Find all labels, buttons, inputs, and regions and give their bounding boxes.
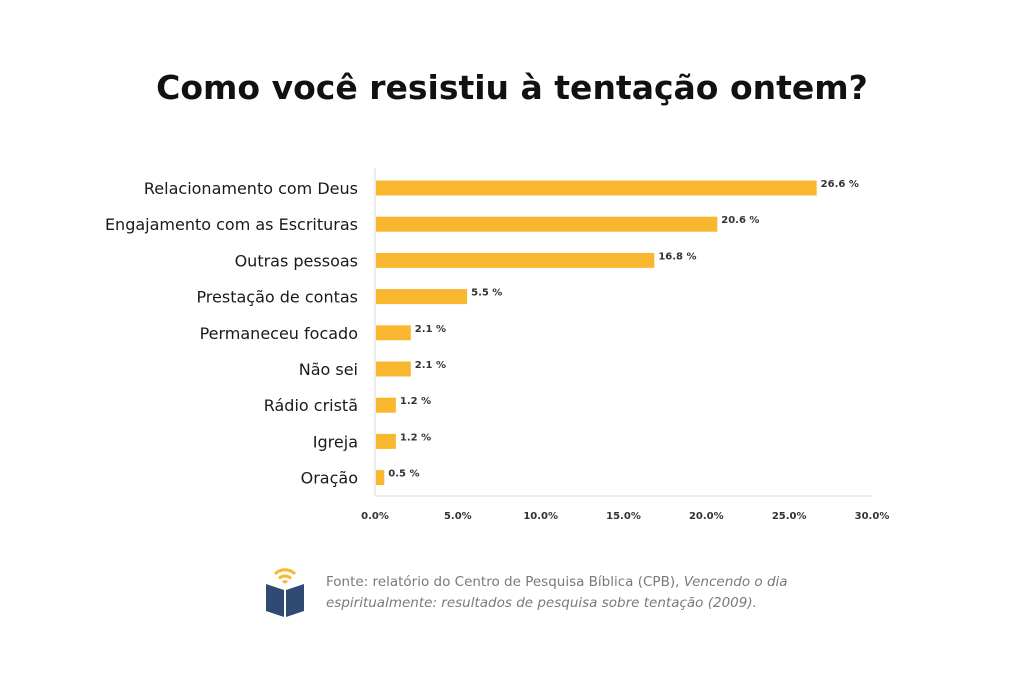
category-label: Rádio cristã [264, 396, 358, 415]
x-tick-label: 25.0% [772, 511, 807, 522]
bar [376, 325, 411, 341]
category-label: Relacionamento com Deus [144, 179, 358, 198]
value-label: 1.2 % [400, 396, 431, 407]
category-label: Outras pessoas [235, 251, 358, 270]
value-label: 0.5 % [388, 469, 419, 480]
source-italic: Vencendo o dia espiritualmente: resultad… [326, 574, 788, 611]
footer: Fonte: relatório do Centro de Pesquisa B… [262, 560, 862, 620]
category-label: Permaneceu focado [200, 324, 358, 343]
value-label: 16.8 % [658, 251, 696, 262]
value-label: 26.6 % [821, 179, 859, 190]
value-label: 1.2 % [400, 432, 431, 443]
bar [376, 433, 396, 449]
bar [376, 470, 385, 486]
chart-title: Como você resistiu à tentação ontem? [156, 68, 868, 107]
category-label: Não sei [299, 360, 358, 379]
x-tick-label: 15.0% [606, 511, 641, 522]
category-label: Igreja [313, 432, 358, 451]
open-book-wifi-icon [266, 568, 304, 617]
bar [376, 180, 817, 196]
x-tick-label: 20.0% [689, 511, 724, 522]
source-note: Fonte: relatório do Centro de Pesquisa B… [326, 572, 796, 614]
category-label: Oração [301, 469, 358, 488]
value-label: 2.1 % [415, 360, 446, 371]
value-label: 2.1 % [415, 324, 446, 335]
bar [376, 361, 411, 377]
x-tick-label: 5.0% [444, 511, 472, 522]
x-tick-label: 30.0% [855, 511, 890, 522]
bar [376, 252, 655, 268]
x-tick-label: 10.0% [523, 511, 558, 522]
value-label: 20.6 % [721, 215, 759, 226]
category-label: Engajamento com as Escrituras [105, 215, 358, 234]
bar [376, 216, 718, 232]
source-plain: Fonte: relatório do Centro de Pesquisa B… [326, 574, 684, 590]
bar [376, 289, 468, 305]
category-label: Prestação de contas [196, 288, 358, 307]
value-label: 5.5 % [471, 288, 502, 299]
bar [376, 397, 396, 413]
x-tick-label: 0.0% [361, 511, 389, 522]
